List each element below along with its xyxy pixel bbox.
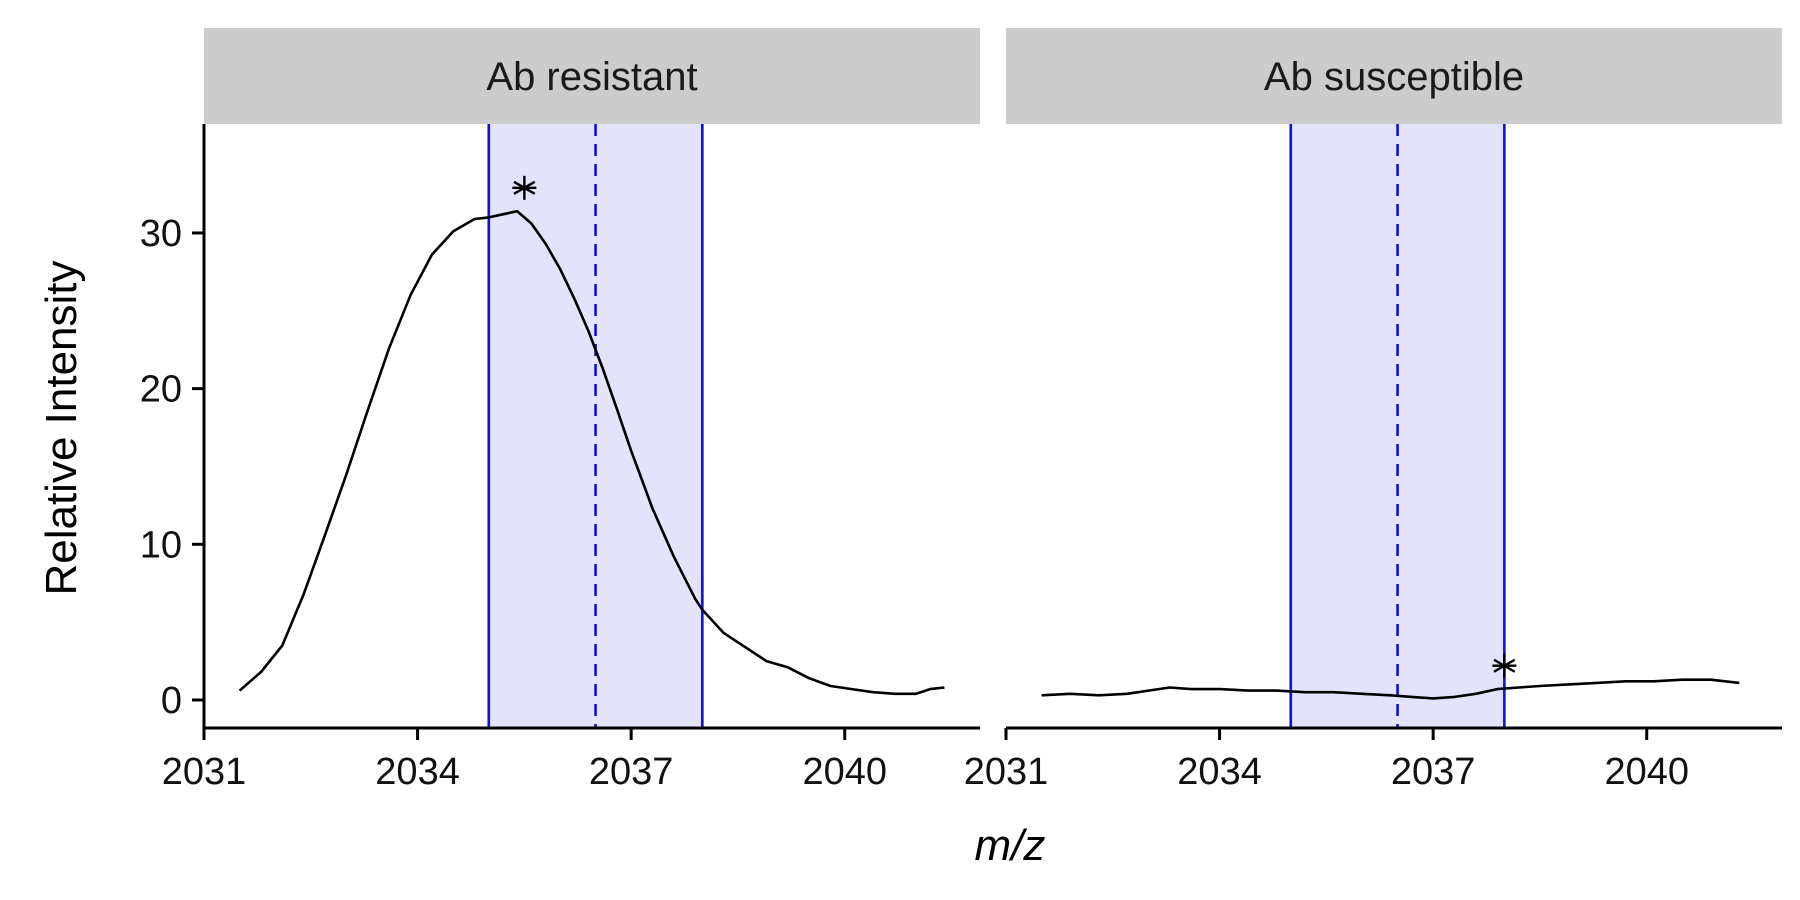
x-tick-label: 2037: [589, 751, 674, 793]
x-tick-label: 2040: [1604, 751, 1689, 793]
x-tick-label: 2031: [964, 751, 1049, 793]
peak-asterisk-icon: [512, 175, 537, 200]
panel-1: Ab resistant 2031 2034 2037 2040 0 10 20 30: [140, 28, 980, 793]
peak-asterisk-icon: [1492, 653, 1517, 678]
panels: Ab resistant 2031 2034 2037 2040 0 10 20 30 Ab su…: [140, 28, 1782, 793]
y-tick-label: 10: [140, 524, 182, 566]
x-tick-label: 2034: [1177, 751, 1262, 793]
panel-title: Ab susceptible: [1264, 55, 1524, 99]
x-tick-label: 2034: [375, 751, 460, 793]
y-tick-label: 20: [140, 369, 182, 411]
panel-2: Ab susceptible 2031 2034 2037 2040: [964, 28, 1782, 793]
y-tick-label: 0: [161, 680, 182, 722]
series-line-1: [1041, 678, 1740, 700]
y-axis-title: Relative Intensity: [37, 260, 86, 595]
x-tick-label: 2040: [802, 751, 887, 793]
x-tick-label: 2037: [1391, 751, 1476, 793]
x-tick-label: 2031: [162, 751, 247, 793]
x-axis-title: m/z: [975, 821, 1046, 870]
series-line-1: [238, 209, 945, 696]
y-tick-label: 30: [140, 213, 182, 255]
panel-title: Ab resistant: [486, 55, 697, 99]
panel-strip: [204, 28, 980, 124]
panel-strip: [1006, 28, 1782, 124]
